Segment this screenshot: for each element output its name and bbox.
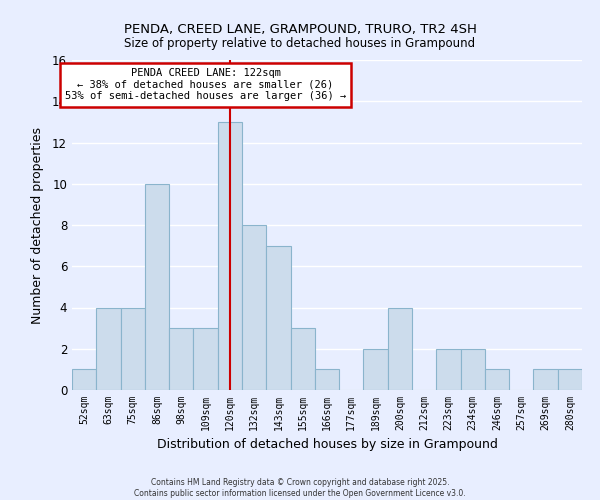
Bar xyxy=(121,308,145,390)
Text: Size of property relative to detached houses in Grampound: Size of property relative to detached ho… xyxy=(124,38,476,51)
Bar xyxy=(315,370,339,390)
Bar xyxy=(436,349,461,390)
Bar xyxy=(533,370,558,390)
X-axis label: Distribution of detached houses by size in Grampound: Distribution of detached houses by size … xyxy=(157,438,497,452)
Bar xyxy=(461,349,485,390)
Text: PENDA, CREED LANE, GRAMPOUND, TRURO, TR2 4SH: PENDA, CREED LANE, GRAMPOUND, TRURO, TR2… xyxy=(124,22,476,36)
Bar xyxy=(266,246,290,390)
Bar xyxy=(169,328,193,390)
Bar xyxy=(290,328,315,390)
Text: PENDA CREED LANE: 122sqm
← 38% of detached houses are smaller (26)
53% of semi-d: PENDA CREED LANE: 122sqm ← 38% of detach… xyxy=(65,68,346,102)
Bar xyxy=(558,370,582,390)
Y-axis label: Number of detached properties: Number of detached properties xyxy=(31,126,44,324)
Bar xyxy=(388,308,412,390)
Bar xyxy=(218,122,242,390)
Bar xyxy=(72,370,96,390)
Bar xyxy=(242,225,266,390)
Bar xyxy=(193,328,218,390)
Bar xyxy=(96,308,121,390)
Bar xyxy=(145,184,169,390)
Bar xyxy=(364,349,388,390)
Bar xyxy=(485,370,509,390)
Text: Contains HM Land Registry data © Crown copyright and database right 2025.
Contai: Contains HM Land Registry data © Crown c… xyxy=(134,478,466,498)
